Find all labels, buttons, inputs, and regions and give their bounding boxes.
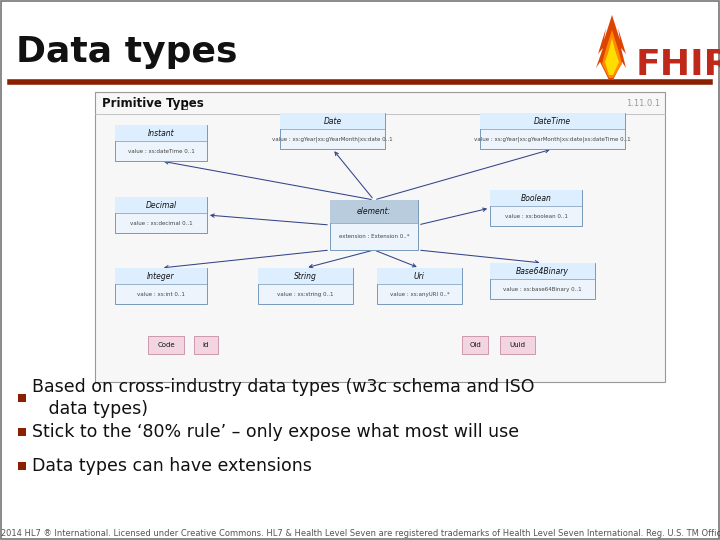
FancyBboxPatch shape [462,336,488,354]
Text: Uuid: Uuid [510,342,526,348]
Text: © 2014 HL7 ® International. Licensed under Creative Commons. HL7 & Health Level : © 2014 HL7 ® International. Licensed und… [0,530,720,538]
FancyBboxPatch shape [258,268,353,304]
Text: String: String [294,272,317,281]
FancyBboxPatch shape [480,113,625,129]
Text: Date: Date [323,117,341,126]
Polygon shape [605,38,619,75]
Text: Boolean: Boolean [521,194,552,202]
Text: Based on cross-industry data types (w3c schema and ISO
   data types): Based on cross-industry data types (w3c … [32,377,534,418]
Text: element:: element: [357,207,391,216]
Text: value : xs:gYear|xs:gYearMonth|xs:date|xs:dateTime 0..1: value : xs:gYear|xs:gYearMonth|xs:date|x… [474,137,631,142]
Text: value : xs:base64Binary 0..1: value : xs:base64Binary 0..1 [503,287,582,292]
Bar [18,462,26,470]
FancyBboxPatch shape [480,113,625,149]
Text: value : xs:anyURI 0..*: value : xs:anyURI 0..* [390,292,449,296]
FancyBboxPatch shape [377,268,462,304]
FancyBboxPatch shape [115,197,207,233]
FancyBboxPatch shape [280,113,385,129]
Text: Base64Binary: Base64Binary [516,267,569,275]
Text: Integer: Integer [147,272,175,281]
Text: Oid: Oid [469,342,481,348]
Text: DateTime: DateTime [534,117,571,126]
FancyBboxPatch shape [330,200,418,222]
Text: Data types can have extensions: Data types can have extensions [32,457,312,475]
Text: value : xs:dateTime 0..1: value : xs:dateTime 0..1 [127,148,194,153]
FancyBboxPatch shape [258,268,353,284]
Text: 1.11.0.1: 1.11.0.1 [626,99,660,109]
Text: value : xs:decimal 0..1: value : xs:decimal 0..1 [130,221,192,226]
Text: Decimal: Decimal [145,200,176,210]
FancyBboxPatch shape [500,336,535,354]
Text: Primitive Types: Primitive Types [102,98,204,111]
Text: FHIR: FHIR [636,48,720,82]
FancyBboxPatch shape [490,263,595,279]
FancyBboxPatch shape [115,268,207,284]
FancyBboxPatch shape [115,197,207,213]
Text: id: id [203,342,210,348]
FancyBboxPatch shape [377,268,462,284]
Text: extension : Extension 0..*: extension : Extension 0..* [338,234,409,239]
FancyBboxPatch shape [490,263,595,299]
Text: value : xs:boolean 0..1: value : xs:boolean 0..1 [505,214,567,219]
FancyBboxPatch shape [194,336,218,354]
Text: Data types: Data types [16,35,238,69]
Text: value : xs:string 0..1: value : xs:string 0..1 [277,292,334,296]
Bar [18,428,26,436]
Bar [18,394,26,402]
Text: Instant: Instant [148,129,174,138]
FancyBboxPatch shape [330,200,418,250]
FancyBboxPatch shape [148,336,184,354]
FancyBboxPatch shape [490,190,582,226]
Polygon shape [602,30,622,78]
Text: Stick to the ‘80% rule’ – only expose what most will use: Stick to the ‘80% rule’ – only expose wh… [32,423,519,441]
Text: value : xs:int 0..1: value : xs:int 0..1 [137,292,185,296]
FancyBboxPatch shape [95,92,665,382]
Text: Code: Code [157,342,175,348]
Text: 🌐: 🌐 [181,99,187,109]
FancyBboxPatch shape [280,113,385,149]
FancyBboxPatch shape [115,125,207,161]
FancyBboxPatch shape [490,190,582,206]
Text: Uri: Uri [414,272,425,281]
Polygon shape [596,15,626,80]
FancyBboxPatch shape [115,125,207,141]
FancyBboxPatch shape [115,268,207,304]
Text: value : xs:gYear|xs:gYearMonth|xs:date 0..1: value : xs:gYear|xs:gYearMonth|xs:date 0… [272,137,393,142]
